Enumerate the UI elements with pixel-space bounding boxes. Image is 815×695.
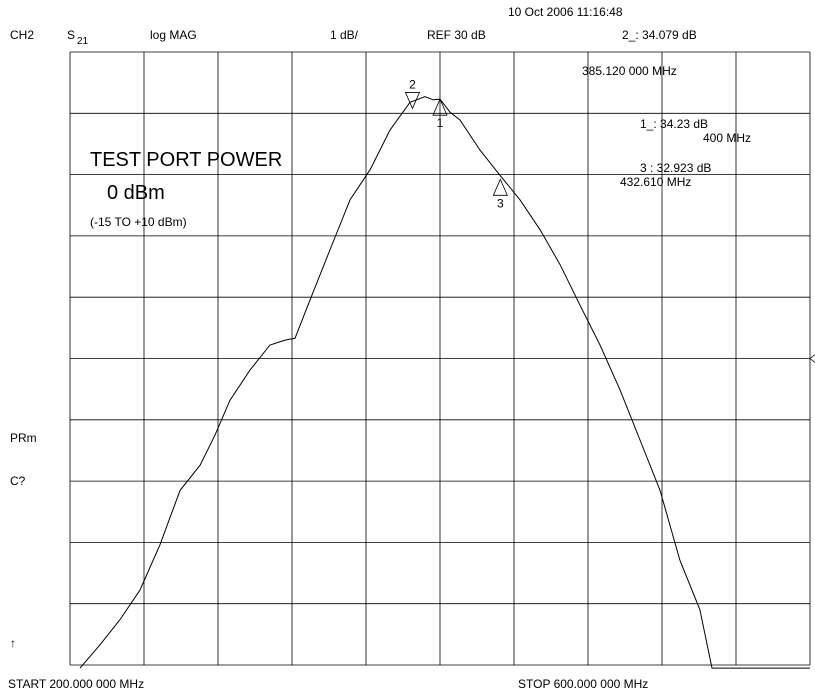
parameter: S: [67, 28, 75, 42]
marker: [432, 98, 448, 116]
active-freq: 385.120 000 MHz: [582, 64, 677, 78]
marker: [492, 178, 508, 196]
marker-label: 3: [497, 196, 504, 210]
channel: CH2: [10, 28, 34, 42]
marker-label: 1: [437, 116, 444, 130]
annotation-range: (-15 TO +10 dBm): [90, 215, 187, 229]
readout-freq: 400 MHz: [703, 131, 751, 145]
side-label: C?: [10, 474, 26, 488]
annotation-title: TEST PORT POWER: [90, 149, 282, 171]
format: log MAG: [150, 28, 197, 42]
timestamp: 10 Oct 2006 11:16:48: [508, 5, 623, 19]
start-label: START 200.000 000 MHz: [8, 677, 144, 691]
stop-label: STOP 600.000 000 MHz: [518, 677, 648, 691]
readout-value: 3 : 32.923 dB: [640, 161, 711, 175]
trace: [79, 96, 810, 669]
active-readout: 2_: 34.079 dB: [622, 28, 697, 42]
side-label: ↑: [10, 636, 16, 650]
annotation-value: 0 dBm: [107, 182, 165, 204]
parameter-sub: 21: [77, 36, 89, 47]
side-label: PRm: [10, 431, 37, 445]
marker: [404, 92, 421, 110]
reference: REF 30 dB: [427, 28, 486, 42]
scale: 1 dB/: [330, 28, 359, 42]
readout-value: 1_: 34.23 dB: [640, 117, 708, 131]
reference-arrow: [809, 354, 815, 363]
marker-label: 2: [409, 77, 416, 91]
readout-freq: 432.610 MHz: [620, 175, 691, 189]
